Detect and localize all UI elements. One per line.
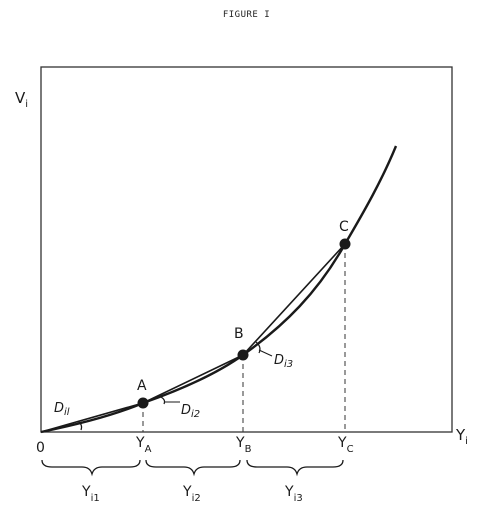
point-a [137, 397, 149, 409]
angle-arc-2 [160, 396, 166, 405]
chord-b-c [242, 243, 346, 356]
angle-arc-1 [77, 420, 83, 431]
point-a-label: A [137, 378, 147, 394]
point-c-label: C [339, 219, 349, 235]
origin-label: 0 [36, 440, 45, 456]
x-axis-label: Yi [455, 426, 468, 447]
angle-label-2: Di2 [181, 403, 200, 420]
x-tick-c: YC [337, 435, 354, 455]
interval-label-1: Yi1 [81, 484, 100, 504]
x-tick-b: YB [235, 435, 252, 455]
brace-1 [41, 459, 141, 477]
angle-label-3: Di3 [274, 353, 293, 370]
brace-2 [145, 459, 241, 477]
figure-title: FIGURE I [222, 10, 271, 20]
value-curve [40, 145, 398, 434]
chord-a-b [142, 354, 244, 404]
brace-3 [246, 459, 344, 477]
point-b-label: B [234, 326, 244, 342]
interval-label-2: Yi2 [182, 484, 201, 504]
plot-frame [40, 66, 453, 433]
point-b [237, 349, 249, 361]
angle-label-1: Dil [54, 401, 70, 418]
angle-arc-3 [255, 341, 261, 354]
point-c [339, 238, 351, 250]
y-axis-label: Vi [15, 89, 28, 110]
angle-leader-3 [258, 349, 273, 357]
x-tick-a: YA [135, 435, 152, 455]
interval-label-3: Yi3 [284, 484, 303, 504]
